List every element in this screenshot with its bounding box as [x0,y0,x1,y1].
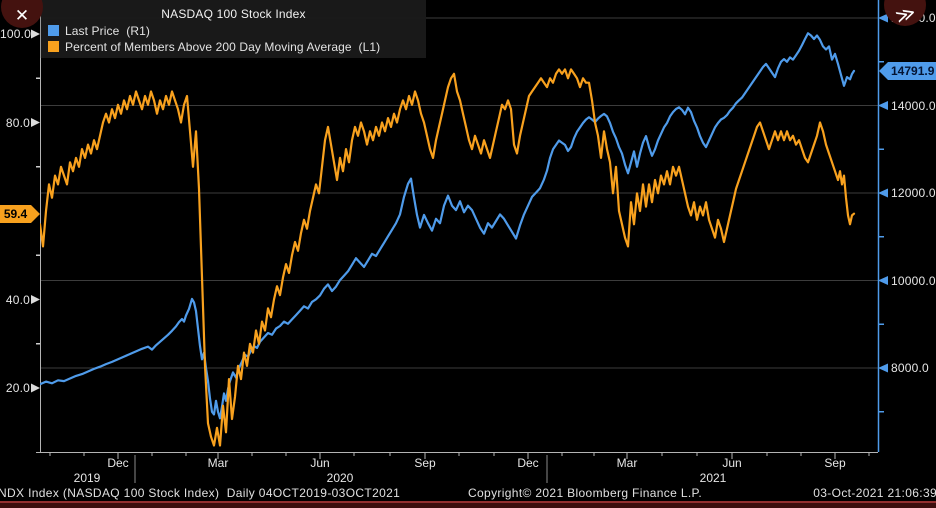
left-badge-value: 59.4 [3,206,28,221]
left-axis-tick-label: 100.0 [0,27,32,41]
right-axis-tick-label: 10000.0 [891,273,936,288]
chart-title: NASDAQ 100 Stock Index [161,7,306,21]
last-price-swatch-icon [48,25,59,36]
legend-label: Percent of Members Above 200 Day Moving … [65,39,381,54]
x-axis-month-label: Sep [414,456,436,470]
left-badge-arrow-icon [31,204,40,223]
left-axis-tick-label: 40.0 [5,292,30,307]
right-axis-tick-arrow [878,101,888,110]
footer-status-bar: NDX Index (NASDAQ 100 Stock Index) Daily… [0,486,936,501]
right-axis-tick-label: 14000.0 [891,98,936,113]
right-axis-tick-arrow [878,276,888,285]
x-axis-year-label: 2021 [699,471,727,485]
left-axis-tick-arrow [31,383,40,393]
right-axis-tick-label: 12000.0 [891,186,936,200]
percent-members-swatch-icon [48,41,59,52]
legend-panel: NASDAQ 100 Stock Index Last Price (R1) P… [40,0,426,58]
x-axis-month-label: Jun [722,456,742,470]
left-axis-tick-arrow [31,118,40,127]
series-line-l1 [40,68,856,447]
x-axis-month-label: Mar [616,456,638,470]
x-axis-month-label: Dec [517,456,539,470]
last-price-value-badge: 14791.9 [879,61,936,80]
x-axis-month-label: Mar [207,456,229,470]
left-axis-tick-arrow [31,29,40,39]
legend-item-percent-members[interactable]: Percent of Members Above 200 Day Moving … [48,39,426,54]
legend-item-last-price[interactable]: Last Price (R1) [48,23,426,38]
footer-copyright: Copyright© 2021 Bloomberg Finance L.P. [468,486,703,500]
left-axis-tick-arrow [31,295,40,304]
right-badge-arrow-icon [879,61,888,80]
series-line-r1 [40,32,856,420]
x-axis-month-label: Sep [824,456,846,470]
close-icon: ✕ [14,6,30,25]
right-axis-tick-arrow [878,13,888,23]
right-axis-tick-arrow [878,363,888,373]
x-axis-year-label: 2019 [73,471,101,485]
footer-timestamp: 03-Oct-2021 21:06:39 [813,486,936,500]
left-axis-tick-label: 80.0 [5,115,30,130]
x-axis-month-label: Jun [310,456,330,470]
bottom-red-divider [0,501,936,508]
legend-label: Last Price (R1) [65,23,150,38]
footer-ticker-info: NDX Index (NASDAQ 100 Stock Index) Daily… [0,486,401,500]
left-axis-tick-label: 20.0 [5,381,30,395]
right-axis-tick-arrow [878,188,888,198]
left-axis-value-badge: 59.4 [0,204,40,223]
right-badge-value: 14791.9 [891,63,935,78]
x-axis-month-label: Dec [107,456,129,470]
right-axis-tick-label: 8000.0 [891,361,929,375]
x-axis-year-label: 2020 [326,471,354,485]
